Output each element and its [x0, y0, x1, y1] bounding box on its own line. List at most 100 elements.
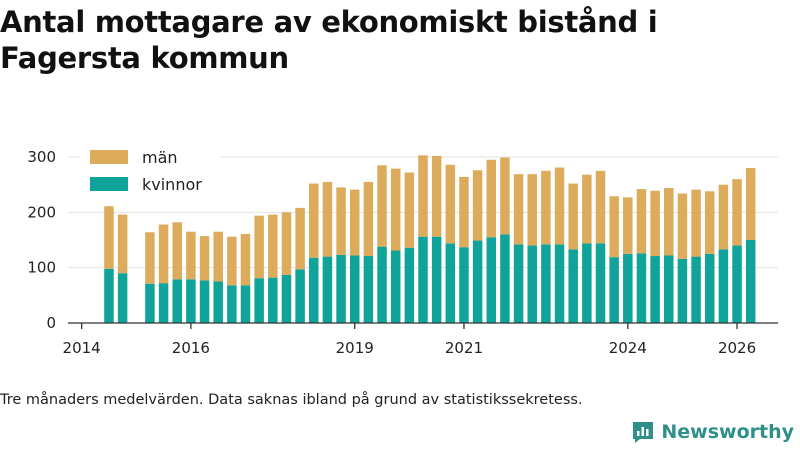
bar-kvinnor	[268, 277, 278, 323]
legend-swatch-man	[90, 150, 128, 164]
bar-man	[431, 155, 442, 237]
bar-man	[691, 189, 701, 257]
bar-kvinnor	[186, 279, 196, 323]
bar-kvinnor	[582, 243, 592, 323]
bar-man	[636, 189, 647, 254]
bar-kvinnor	[513, 244, 524, 323]
bar-kvinnor	[349, 255, 360, 323]
bar-man	[513, 174, 524, 245]
y-tick-label: 100	[27, 259, 56, 277]
bar-kvinnor	[309, 257, 319, 323]
bar-man	[281, 212, 292, 275]
x-tick-label: 2019	[336, 339, 374, 357]
bar-man	[227, 236, 237, 286]
chart-title: Antal mottagare av ekonomiskt bistånd i …	[0, 5, 658, 75]
newsworthy-logo-icon	[633, 422, 654, 443]
bar-kvinnor	[199, 280, 210, 323]
bar-man	[704, 191, 715, 254]
bar-kvinnor	[677, 258, 688, 323]
bar-kvinnor	[527, 245, 537, 323]
bar-man	[295, 207, 305, 270]
bar-kvinnor	[732, 245, 742, 323]
bar-man	[732, 179, 742, 246]
bar-man	[404, 172, 415, 248]
y-tick-label: 300	[27, 148, 56, 166]
bar-man	[363, 181, 374, 257]
bar-man	[472, 170, 483, 241]
bar-man	[254, 215, 264, 279]
bar-kvinnor	[172, 279, 182, 323]
bar-kvinnor	[568, 249, 578, 323]
footnote: Tre månaders medelvärden. Data saknas ib…	[0, 392, 583, 408]
bar-man	[459, 176, 469, 248]
bar-kvinnor	[623, 253, 633, 323]
bar-man	[309, 183, 319, 258]
legend-label-man: män	[142, 148, 178, 167]
newsworthy-logo[interactable]: Newsworthy	[631, 420, 794, 444]
bar-man	[486, 159, 497, 238]
bar-kvinnor	[541, 244, 551, 323]
bar-kvinnor	[609, 257, 619, 323]
bar-man	[664, 187, 674, 256]
newsworthy-logo-text: Newsworthy	[661, 421, 794, 443]
x-tick-label: 2024	[609, 339, 647, 357]
bar-kvinnor	[322, 256, 333, 323]
bar-kvinnor	[213, 281, 223, 323]
bar-kvinnor	[404, 247, 415, 323]
bar-man	[623, 197, 633, 254]
bar-kvinnor	[650, 256, 660, 323]
bar-man	[213, 231, 223, 282]
bar-kvinnor	[295, 269, 305, 323]
x-tick-label: 2014	[63, 339, 101, 357]
bar-man	[568, 183, 578, 250]
bar-kvinnor	[431, 236, 442, 323]
bar-man	[186, 231, 196, 280]
bar-kvinnor	[704, 253, 715, 323]
bar-man	[377, 165, 387, 247]
bar-man	[268, 214, 278, 278]
bar-kvinnor	[554, 244, 565, 323]
bar-kvinnor	[745, 240, 756, 323]
stacked-bar-chart: 0 100 200 300 2014 2016 2019 2021 2024 2026 män kvi…	[27, 148, 778, 357]
bar-kvinnor	[336, 254, 346, 323]
bar-man	[418, 155, 428, 237]
bar-man	[349, 189, 360, 256]
legend-label-kvinnor: kvinnor	[142, 175, 202, 194]
bar-kvinnor	[691, 256, 701, 323]
x-tick-label: 2016	[172, 339, 210, 357]
bar-kvinnor	[664, 255, 674, 323]
bar-man	[745, 168, 756, 240]
bar-man	[104, 206, 114, 269]
bar-man	[500, 157, 510, 235]
bar-kvinnor	[281, 274, 292, 323]
bar-kvinnor	[472, 240, 483, 323]
bar-man	[582, 174, 592, 244]
y-tick-label: 0	[46, 314, 56, 332]
bar-kvinnor	[390, 250, 401, 323]
bar-man	[240, 233, 251, 286]
bar-kvinnor	[459, 247, 469, 323]
bar-kvinnor	[104, 268, 114, 323]
bar-man	[554, 167, 565, 245]
bar-kvinnor	[595, 243, 606, 323]
bar-man	[322, 181, 333, 257]
bar-kvinnor	[377, 246, 387, 323]
bar-man	[609, 196, 619, 258]
bar-kvinnor	[254, 278, 264, 323]
bar-man	[650, 190, 660, 257]
bar-kvinnor	[158, 283, 169, 323]
bar-kvinnor	[718, 249, 729, 323]
bar-man	[718, 184, 729, 250]
bar-kvinnor	[363, 256, 374, 323]
bar-man	[445, 164, 456, 244]
bar-kvinnor	[418, 236, 428, 323]
bar-man	[390, 168, 401, 251]
bar-man	[677, 193, 688, 259]
bar-man	[145, 232, 155, 284]
bar-kvinnor	[240, 285, 251, 323]
bar-man	[199, 236, 210, 281]
bar-kvinnor	[227, 285, 237, 323]
bar-man	[541, 170, 551, 245]
bar-man	[172, 222, 182, 280]
bar-kvinnor	[117, 273, 128, 323]
